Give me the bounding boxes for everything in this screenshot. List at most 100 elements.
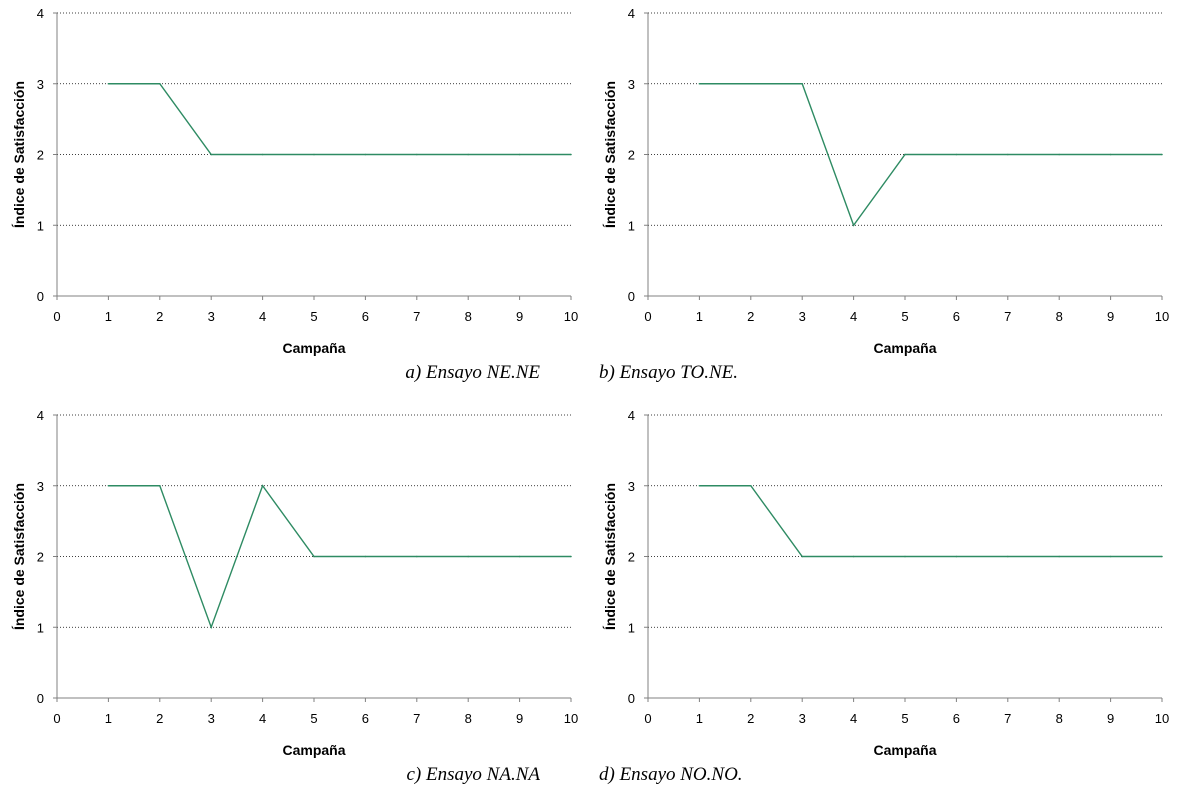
chart-c-x-tick-label-8: 8 bbox=[465, 711, 472, 726]
chart-d-point-1 bbox=[750, 484, 752, 487]
chart-a-y-axis-title: Índice de Satisfacción bbox=[11, 81, 27, 228]
chart-d-point-8 bbox=[1109, 555, 1112, 558]
chart-c-caption: c) Ensayo NA.NA bbox=[406, 764, 540, 785]
chart-d-x-tick-label-0: 0 bbox=[644, 711, 651, 726]
chart-b-y-axis-title: Índice de Satisfacción bbox=[602, 81, 618, 228]
chart-c-point-5 bbox=[364, 555, 367, 558]
chart-c-point-0 bbox=[107, 484, 110, 487]
chart-b-x-tick-label-7: 7 bbox=[1004, 309, 1011, 324]
chart-d-x-tick-label-5: 5 bbox=[901, 711, 908, 726]
chart-b-point-7 bbox=[1058, 153, 1060, 156]
chart-c-y-tick-label-0: 0 bbox=[37, 691, 44, 706]
chart-c-x-tick-label-6: 6 bbox=[362, 711, 369, 726]
chart-c-point-1 bbox=[159, 484, 161, 487]
chart-b-y-tick-label-3: 3 bbox=[628, 77, 635, 92]
chart-panel-d: 0 1 2 3 4 0 1 2 3 4 5 6 7 8 9 10 Campaña Índice de Satisf… bbox=[591, 402, 1182, 804]
chart-c-y-tick-label-2: 2 bbox=[37, 550, 44, 565]
chart-d-x-axis-title: Campaña bbox=[873, 742, 936, 758]
chart-c-x-tick-label-10: 10 bbox=[564, 711, 578, 726]
chart-d-y-tick-label-3: 3 bbox=[628, 479, 635, 494]
chart-c-x-tick-label-2: 2 bbox=[156, 711, 163, 726]
chart-d-point-6 bbox=[1007, 555, 1009, 558]
chart-a-x-tick-label-3: 3 bbox=[208, 309, 215, 324]
chart-b-y-tick-label-4: 4 bbox=[628, 6, 635, 21]
chart-d-x-tick-label-4: 4 bbox=[850, 711, 857, 726]
chart-d-series-line-0 bbox=[699, 485, 1162, 558]
chart-a-x-tick-label-10: 10 bbox=[564, 309, 578, 324]
chart-c-point-2 bbox=[210, 626, 212, 629]
chart-c-y-tick-label-4: 4 bbox=[37, 408, 44, 423]
chart-d-point-4 bbox=[904, 555, 906, 558]
chart-d-point-7 bbox=[1058, 555, 1060, 558]
chart-c-x-tick-label-4: 4 bbox=[259, 711, 266, 726]
chart-a-x-tick-label-5: 5 bbox=[310, 309, 317, 324]
chart-d-x-tick-label-1: 1 bbox=[696, 711, 703, 726]
chart-b-point-1 bbox=[750, 82, 752, 85]
chart-d-point-0 bbox=[698, 484, 701, 487]
chart-panel-c: 0 1 2 3 4 0 1 2 3 4 5 6 7 8 9 10 Campaña Índice de Satisf… bbox=[0, 402, 591, 804]
chart-c-y-axis-title: Índice de Satisfacción bbox=[11, 483, 27, 630]
chart-d-point-2 bbox=[801, 555, 803, 558]
chart-c-point-4 bbox=[313, 555, 315, 558]
chart-c-x-axis-title: Campaña bbox=[282, 742, 345, 758]
chart-d-svg: 0 1 2 3 4 0 1 2 3 4 5 6 7 8 9 10 Campaña Índice de Satisf… bbox=[602, 408, 1169, 758]
chart-b-x-tick-label-6: 6 bbox=[953, 309, 960, 324]
chart-a-x-tick-label-9: 9 bbox=[516, 309, 523, 324]
chart-c-x-tick-label-7: 7 bbox=[413, 711, 420, 726]
chart-a-point-3 bbox=[261, 153, 264, 156]
chart-a-point-6 bbox=[416, 153, 418, 156]
chart-c-point-9 bbox=[570, 555, 572, 558]
chart-d-y-tick-label-1: 1 bbox=[628, 620, 635, 635]
chart-d-y-axis-title: Índice de Satisfacción bbox=[602, 483, 618, 630]
chart-a-x-tick-label-0: 0 bbox=[53, 309, 60, 324]
chart-b-series-line-0 bbox=[699, 83, 1162, 227]
chart-b-caption: b) Ensayo TO.NE. bbox=[599, 362, 738, 383]
chart-d-point-3 bbox=[852, 555, 855, 558]
chart-b-point-4 bbox=[904, 153, 906, 156]
chart-d-y-tick-label-0: 0 bbox=[628, 691, 635, 706]
chart-b-x-tick-label-10: 10 bbox=[1155, 309, 1169, 324]
chart-b-x-tick-label-8: 8 bbox=[1056, 309, 1063, 324]
chart-b-x-tick-label-3: 3 bbox=[799, 309, 806, 324]
chart-a-series-line-0 bbox=[108, 83, 571, 156]
chart-a-y-tick-label-1: 1 bbox=[37, 218, 44, 233]
chart-a-x-tick-label-7: 7 bbox=[413, 309, 420, 324]
chart-d-caption: d) Ensayo NO.NO. bbox=[599, 764, 743, 785]
chart-b-point-6 bbox=[1007, 153, 1009, 156]
chart-d-x-tick-label-2: 2 bbox=[747, 711, 754, 726]
chart-b-point-2 bbox=[801, 82, 803, 85]
chart-b-x-tick-label-1: 1 bbox=[696, 309, 703, 324]
chart-a-y-tick-label-2: 2 bbox=[37, 148, 44, 163]
chart-c-x-tick-label-3: 3 bbox=[208, 711, 215, 726]
chart-c-y-tick-label-3: 3 bbox=[37, 479, 44, 494]
chart-a-point-8 bbox=[518, 153, 521, 156]
chart-a-caption: a) Ensayo NE.NE bbox=[405, 362, 540, 383]
chart-a-x-tick-label-6: 6 bbox=[362, 309, 369, 324]
chart-a-x-tick-label-1: 1 bbox=[105, 309, 112, 324]
chart-b-y-tick-label-0: 0 bbox=[628, 289, 635, 304]
chart-b-point-3 bbox=[852, 224, 855, 227]
chart-a-x-axis-title: Campaña bbox=[282, 340, 345, 356]
chart-c-point-8 bbox=[518, 555, 521, 558]
chart-b-point-8 bbox=[1109, 153, 1112, 156]
chart-b-x-tick-label-0: 0 bbox=[644, 309, 651, 324]
chart-a-point-4 bbox=[313, 153, 315, 156]
chart-d-y-tick-label-4: 4 bbox=[628, 408, 635, 423]
chart-c-point-6 bbox=[416, 555, 418, 558]
chart-a-x-tick-label-8: 8 bbox=[465, 309, 472, 324]
chart-d-x-tick-label-3: 3 bbox=[799, 711, 806, 726]
chart-c-x-tick-label-0: 0 bbox=[53, 711, 60, 726]
chart-b-point-5 bbox=[955, 153, 958, 156]
chart-d-x-tick-label-7: 7 bbox=[1004, 711, 1011, 726]
chart-a-point-9 bbox=[570, 153, 572, 156]
chart-b-x-axis-title: Campaña bbox=[873, 340, 936, 356]
chart-c-x-tick-label-9: 9 bbox=[516, 711, 523, 726]
chart-b-y-tick-label-2: 2 bbox=[628, 148, 635, 163]
chart-c-x-tick-label-1: 1 bbox=[105, 711, 112, 726]
chart-c-point-7 bbox=[467, 555, 470, 558]
chart-a-svg: 0 1 2 3 4 0 1 2 3 4 5 6 7 8 9 10 Campaña Índice de Satisf… bbox=[11, 6, 578, 356]
chart-d-x-tick-label-10: 10 bbox=[1155, 711, 1169, 726]
chart-b-y-tick-label-1: 1 bbox=[628, 218, 635, 233]
chart-panel-a: 0 1 2 3 4 0 1 2 3 4 5 6 7 8 9 10 Campaña Índice de Satisf… bbox=[0, 0, 591, 402]
chart-d-y-tick-label-2: 2 bbox=[628, 550, 635, 565]
